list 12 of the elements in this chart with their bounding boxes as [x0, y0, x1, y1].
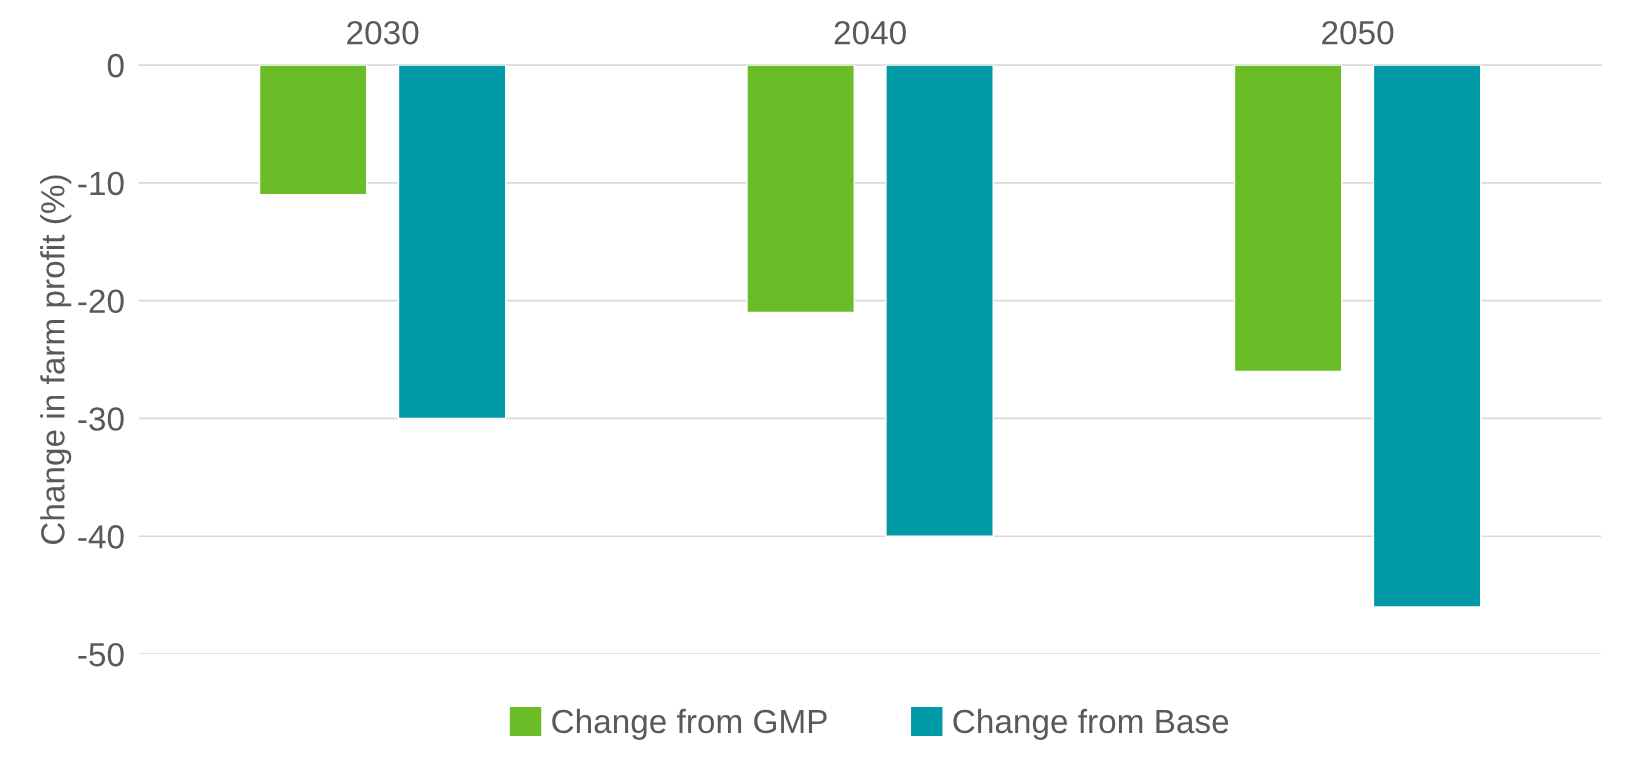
legend-label: Change from GMP	[552, 708, 827, 740]
y-axis-title: Change in farm profit (%)	[40, 175, 72, 545]
legend-label: Change from Base	[953, 708, 1229, 740]
y-tick-label: -30	[78, 407, 124, 431]
x-tick-label: 2050	[1322, 20, 1394, 45]
y-tick-label: 0	[107, 53, 124, 78]
y-tick-label: -20	[78, 289, 124, 314]
x-tick-label: 2040	[834, 20, 906, 45]
y-tick-label: -40	[78, 525, 124, 549]
y-tick-label: -50	[78, 642, 124, 667]
y-tick-label: -10	[78, 171, 124, 196]
x-tick-label: 2030	[347, 20, 419, 45]
